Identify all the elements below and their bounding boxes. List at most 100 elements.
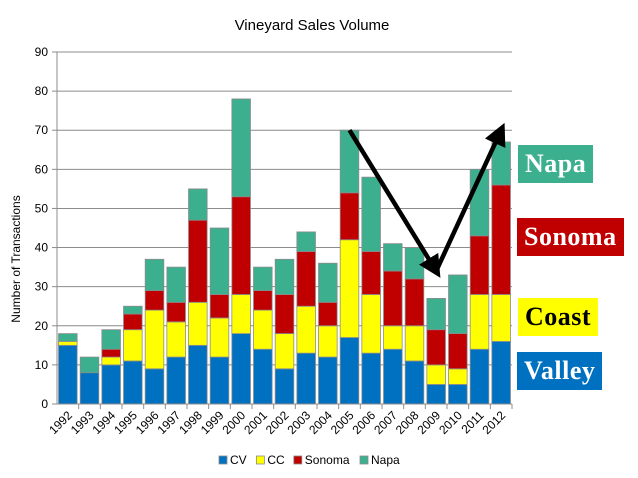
bar-segment-sonoma [469,235,490,295]
bar-segment-napa [253,266,273,291]
bar-segment-napa [383,243,403,272]
bar-segment-sonoma [209,294,230,319]
x-tick-label: 1999 [198,408,227,437]
bar-segment-napa [231,98,251,198]
x-tick-label: 2010 [436,408,465,437]
bar-segment-cc [166,321,186,358]
bar-segment-cc [404,325,425,362]
bar-segment-cc [188,301,208,346]
bar-segment-napa [144,258,165,291]
bar-stacks [58,98,511,405]
x-tick-label: 1992 [46,408,75,437]
coast-callout: Coast [518,298,599,336]
x-tick-label: 1995 [111,408,140,437]
y-tick-label: 30 [35,280,49,294]
bar-segment-sonoma [253,290,273,311]
bar-segment-cc [448,368,468,385]
bar-segment-cv [58,344,78,405]
x-tick-label: 2011 [458,408,486,436]
bar-segment-napa [318,262,338,303]
bar-segment-sonoma [491,184,511,295]
bar-segment-cc [274,333,295,370]
bar-segment-cv [404,360,425,405]
bar-segment-sonoma [231,196,251,295]
bar-segment-cv [448,384,468,405]
y-tick-label: 10 [35,358,49,372]
bar-segment-napa [209,227,230,295]
y-tick-label: 0 [41,397,48,411]
legend-label-napa: Napa [371,453,400,467]
x-tick-label: 2006 [350,408,379,437]
bar-segment-cc [426,364,446,385]
bar-segment-sonoma [318,301,338,327]
legend-swatch-sonoma [293,455,303,465]
bar-segment-sonoma [166,301,186,323]
bar-segment-cc [296,305,316,354]
x-tick-label: 1996 [133,408,162,437]
y-tick-label: 90 [35,45,49,59]
bar-segment-cv [361,352,381,405]
trend-arrows [347,122,506,278]
bar-segment-sonoma [426,329,446,366]
bar-segment-sonoma [361,251,381,295]
legend-swatch-napa [359,455,369,465]
bar-segment-cc [491,294,511,342]
napa-callout: Napa [518,145,594,183]
bar-segment-cv [274,368,295,405]
bar-segment-cv [166,356,186,405]
bar-segment-cc [231,294,251,335]
legend-label-sonoma: Sonoma [305,453,350,467]
bar-segment-napa [123,305,143,315]
bar-segment-cv [318,356,338,405]
y-tick-label: 70 [35,123,49,137]
bar-segment-cv [339,337,360,405]
trend-arrow [434,122,506,272]
chart-title: Vineyard Sales Volume [235,17,390,34]
bar-segment-sonoma [404,278,425,327]
bar-segment-cc [469,294,490,350]
bar-segment-cc [318,325,338,358]
bar-segment-cc [123,329,143,362]
x-tick-label: 2007 [371,408,400,437]
x-tick-label: 1993 [68,408,97,437]
bar-segment-napa [101,329,121,350]
bar-segment-cc [253,309,273,350]
bar-segment-cc [101,356,121,366]
bar-segment-sonoma [188,219,208,303]
x-tick-label: 1997 [155,408,184,437]
x-tick-label: 2012 [480,408,509,437]
bar-segment-napa [404,247,425,280]
bar-segment-sonoma [448,333,468,370]
y-tick-label: 80 [35,84,49,98]
x-tick-label: 1994 [90,408,119,437]
bar-segment-sonoma [274,294,295,335]
bar-segment-sonoma [296,251,316,307]
bar-segment-sonoma [339,192,360,241]
x-tick-label: 2000 [220,408,249,437]
y-tick-label: 20 [35,319,49,333]
bar-segment-cc [144,309,165,370]
bar-segment-cc [209,317,230,358]
bar-segment-cc [339,239,360,338]
bar-segment-napa [361,176,381,252]
legend-label-cv: CV [230,453,247,467]
bar-segment-cv [188,344,208,405]
bar-segment-napa [188,188,208,221]
bar-segment-cv [101,364,121,405]
x-tick-label: 2002 [263,408,292,437]
y-axis-label: Number of Transactions [9,195,23,322]
sonoma-callout: Sonoma [517,218,624,256]
bar-segment-napa [79,356,100,374]
bar-segment-cc [361,294,381,354]
bar-segment-cv [296,352,316,405]
x-tick-label: 2008 [393,408,422,437]
x-tick-label: 2001 [241,408,270,437]
bar-segment-napa [296,231,316,252]
bar-segment-napa [448,274,468,334]
bar-segment-sonoma [101,348,121,358]
legend: CV CC Sonoma Napa [218,453,400,467]
bar-segment-napa [166,266,186,303]
y-tick-label: 40 [35,241,49,255]
trend-arrow [347,129,441,278]
bar-segment-cc [383,325,403,350]
